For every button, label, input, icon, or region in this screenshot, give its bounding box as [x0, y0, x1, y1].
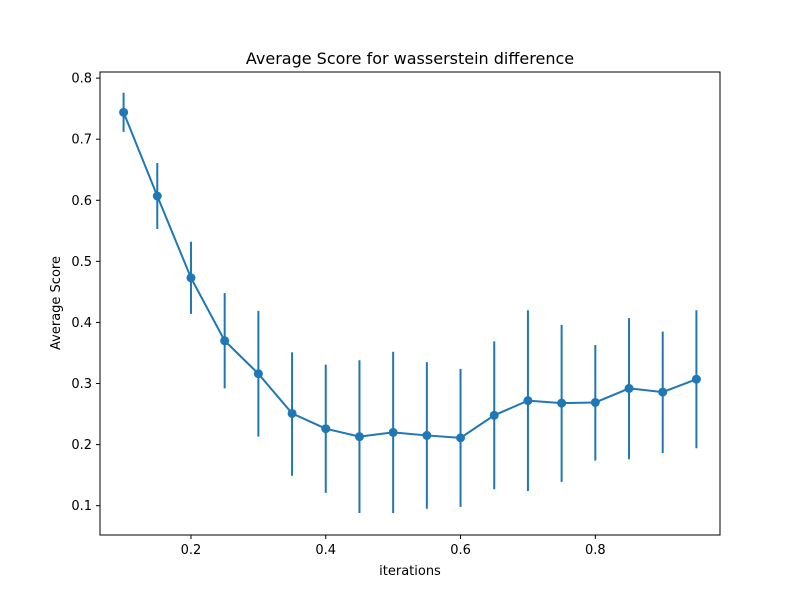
y-tick-label: 0.3 — [71, 377, 92, 392]
y-tick-label: 0.6 — [71, 194, 92, 209]
x-tick-label: 0.4 — [315, 543, 336, 558]
data-point — [354, 432, 364, 442]
data-point — [557, 398, 567, 408]
data-point — [186, 273, 196, 283]
x-axis-label: iterations — [379, 564, 441, 579]
series-layer — [119, 92, 701, 514]
y-tick-label: 0.5 — [71, 255, 92, 270]
y-axis: 0.1 0.2 0.3 0.4 0.5 0.6 0.7 0.8 — [71, 72, 100, 514]
data-point — [422, 430, 432, 440]
data-point — [388, 427, 398, 437]
x-tick-label: 0.8 — [585, 543, 606, 558]
y-tick-label: 0.4 — [71, 316, 92, 331]
data-point — [253, 369, 263, 379]
axes-frame — [99, 71, 721, 536]
data-point — [624, 383, 634, 393]
x-tick-label: 0.2 — [181, 543, 202, 558]
data-point — [658, 387, 668, 397]
series-line — [122, 111, 697, 439]
data-point — [590, 397, 600, 407]
y-axis-label: Average Score — [49, 256, 64, 350]
x-axis: 0.2 0.4 0.6 0.8 — [181, 535, 606, 558]
data-point — [152, 191, 162, 201]
data-point — [456, 433, 466, 443]
data-point — [691, 374, 701, 384]
y-tick-label: 0.7 — [71, 133, 92, 148]
data-point — [523, 396, 533, 406]
y-tick-label: 0.1 — [71, 499, 92, 514]
chart-title: Average Score for wasserstein difference — [246, 49, 574, 68]
y-tick-label: 0.2 — [71, 438, 92, 453]
x-tick-label: 0.6 — [450, 543, 471, 558]
data-point — [287, 408, 297, 418]
data-point — [220, 336, 230, 346]
data-point — [119, 107, 129, 117]
data-point — [489, 410, 499, 420]
data-point — [321, 424, 331, 434]
y-tick-label: 0.8 — [71, 72, 92, 87]
